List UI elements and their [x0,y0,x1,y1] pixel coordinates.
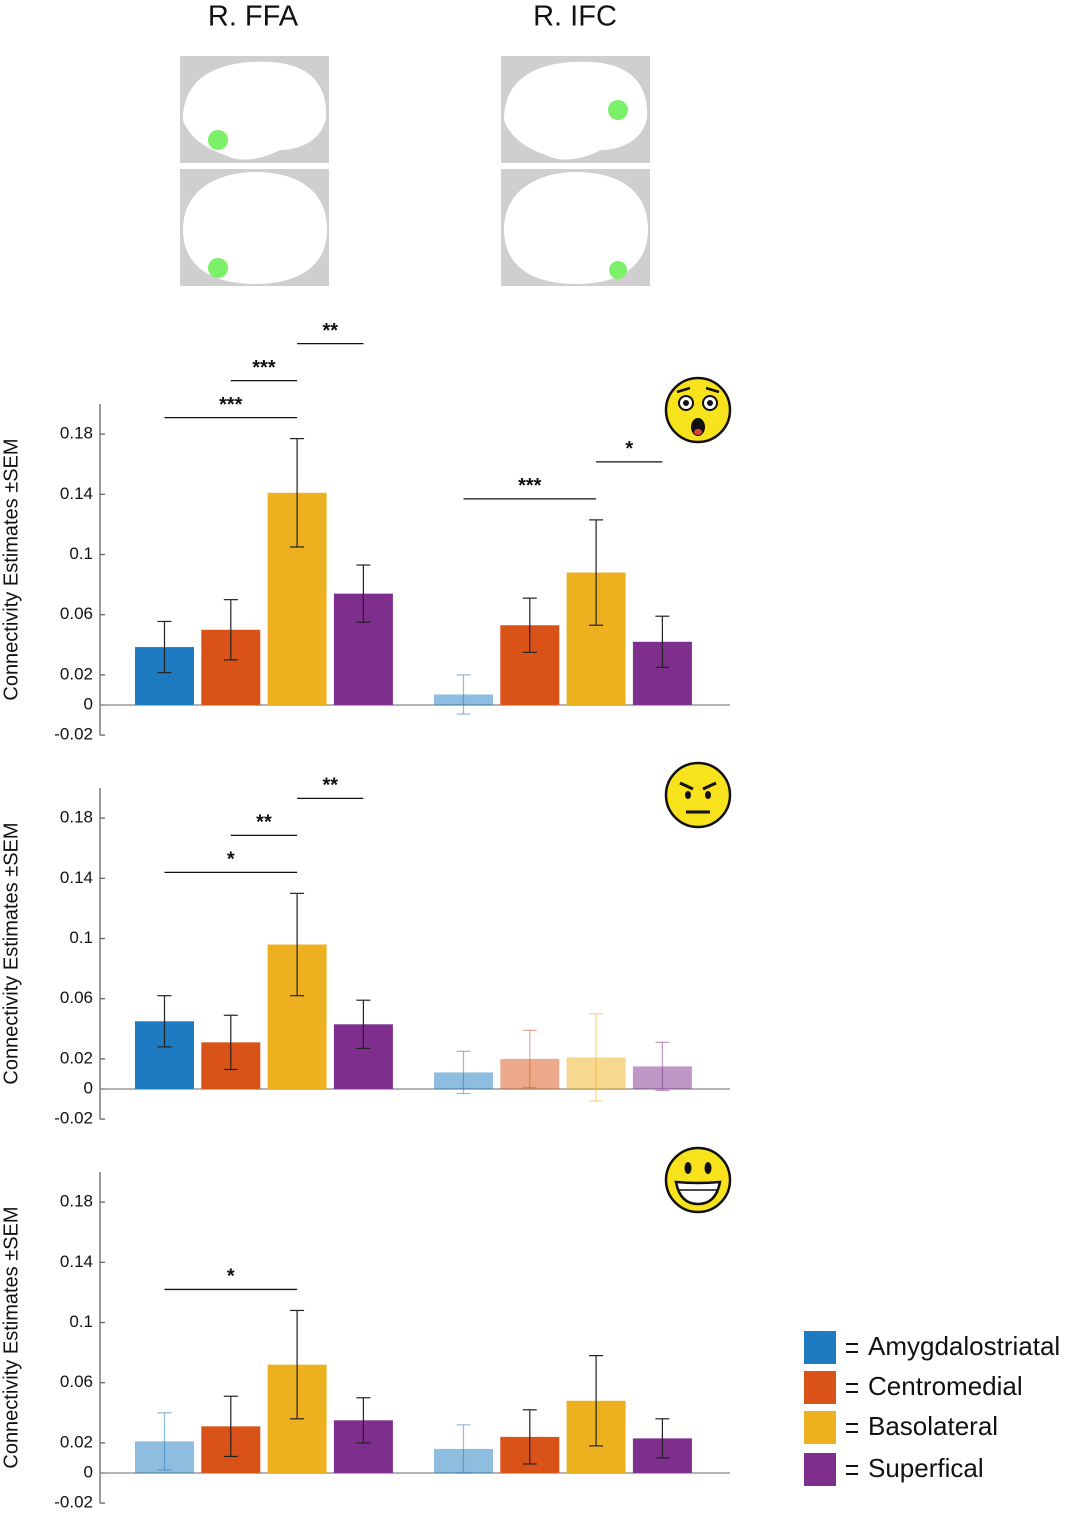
legend-label: Amygdalostriatal [868,1331,1060,1361]
error-bar [522,1029,537,1089]
emoji-angry [664,761,732,829]
significance-label: *** [252,357,276,379]
error-bar [356,564,371,623]
brain-ffa [180,56,329,286]
y-tick-label: 0.06 [60,988,93,1007]
significance-label: * [625,438,633,460]
significance-label: *** [518,475,542,497]
error-bar [456,1424,471,1474]
y-tick-label: 0.1 [69,544,93,563]
error-bar [522,1409,537,1465]
y-tick-label: -0.02 [54,1109,93,1128]
y-tick-label: -0.02 [54,725,93,744]
y-tick-label: -0.02 [54,1493,93,1512]
error-bar [655,615,670,668]
error-bar [290,438,305,548]
error-bar [655,1041,670,1092]
y-tick-label: 0.18 [60,808,93,827]
significance-label: * [227,849,235,871]
brain-ifc [501,56,650,286]
column-header: R. IFC [533,1,617,33]
y-axis-label: Connectivity Estimates ±SEM [0,438,22,700]
legend-swatch [804,1411,836,1444]
error-bar [356,999,371,1049]
error-bar [223,599,238,661]
error-bar [223,1014,238,1071]
error-bar [290,1309,305,1420]
y-tick-label: 0.14 [60,868,93,887]
y-tick-label: 0 [84,1462,93,1481]
significance-label: *** [219,394,243,416]
legend-label: Superfical [868,1453,984,1483]
y-tick-label: 0.02 [60,1432,93,1451]
significance-label: ** [322,320,338,342]
y-tick-label: 0.18 [60,1192,93,1211]
error-bar [456,1050,471,1095]
significance-label: ** [256,812,272,834]
error-bar [157,995,172,1048]
legend-label: Basolateral [868,1411,998,1441]
y-tick-label: 0.1 [69,928,93,947]
legend-swatch [804,1453,836,1486]
significance-label: * [227,1266,235,1288]
y-tick-label: 0.14 [60,484,93,503]
y-axis-label: Connectivity Estimates ±SEM [0,822,22,1084]
emoji-happy [664,1146,732,1214]
legend-label: Centromedial [868,1371,1023,1401]
error-bar [589,1355,604,1447]
legend-swatch [804,1331,836,1364]
y-tick-label: 0.06 [60,1372,93,1391]
brain-images [180,56,650,286]
significance-label: ** [322,775,338,797]
y-tick-label: 0.18 [60,424,93,443]
y-tick-label: 0.02 [60,664,93,683]
error-bar [522,597,537,653]
error-bar [290,892,305,997]
y-tick-label: 0.06 [60,604,93,623]
y-tick-label: 0 [84,694,93,713]
y-tick-label: 0.14 [60,1252,93,1271]
error-bar [157,1412,172,1471]
y-tick-label: 0.1 [69,1312,93,1331]
error-bar [223,1395,238,1458]
error-bar [655,1418,670,1459]
error-bar [356,1397,371,1444]
error-bar [456,674,471,715]
error-bar [589,519,604,626]
legend-swatch [804,1371,836,1404]
error-bar [589,1013,604,1102]
y-tick-label: 0.02 [60,1048,93,1067]
column-header: R. FFA [208,1,299,33]
y-axis-label: Connectivity Estimates ±SEM [0,1206,22,1468]
y-tick-label: 0 [84,1078,93,1097]
error-bar [157,620,172,674]
emoji-fearful [664,376,732,444]
